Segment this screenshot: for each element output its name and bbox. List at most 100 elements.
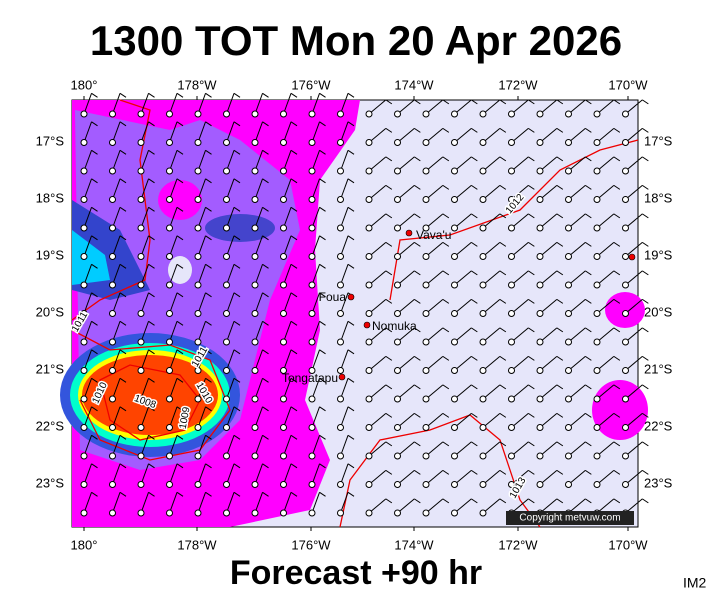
barb-station [109, 310, 116, 317]
barb-feather [642, 184, 649, 190]
barb-staff [283, 150, 292, 172]
barb-station [536, 110, 544, 118]
barb-station [536, 481, 544, 488]
barb-staff [596, 99, 615, 115]
barb-staff [311, 492, 320, 514]
barb-staff [340, 93, 349, 115]
barb-station [451, 424, 458, 431]
barb-staff [311, 178, 320, 200]
barb-station [508, 196, 515, 203]
barb-station [166, 338, 173, 346]
barb-feather [471, 241, 478, 247]
barb-feather [176, 206, 184, 212]
barb-station [508, 139, 515, 146]
barb-station [622, 196, 629, 203]
barb-feather [119, 320, 127, 326]
barb-station [593, 139, 601, 146]
barb-feather [499, 99, 507, 105]
barb-feather [642, 127, 649, 133]
barb-station [565, 395, 572, 403]
barb-feather [556, 355, 564, 361]
barb-station [166, 253, 173, 260]
barb-station [223, 395, 230, 403]
barb-feather [119, 263, 127, 269]
barb-station [166, 424, 173, 431]
barb-station [337, 139, 344, 146]
barb-staff [83, 264, 92, 286]
barb-feather [205, 434, 212, 440]
barb-station [223, 281, 230, 289]
barb-feather [414, 270, 421, 276]
barb-feather [585, 99, 592, 105]
barb-station [565, 167, 572, 175]
barb-station [479, 424, 487, 431]
barb-feather [385, 469, 393, 475]
barb-staff [254, 264, 263, 286]
barb-station [565, 310, 572, 317]
barb-staff [311, 406, 320, 428]
barb-station [137, 167, 145, 175]
barb-feather [148, 349, 155, 355]
barb-station [109, 509, 116, 517]
barb-station [451, 338, 458, 346]
barb-station [223, 481, 230, 488]
barb-station [308, 452, 316, 460]
barb-feather [442, 469, 450, 475]
barb-staff [340, 178, 349, 200]
barb-station [166, 139, 173, 146]
barb-station [337, 110, 344, 118]
barb-staff [568, 156, 586, 172]
barb-staff [482, 498, 501, 514]
barb-feather [556, 127, 564, 133]
barb-staff [482, 127, 501, 143]
barb-station [194, 253, 202, 260]
lon-label: 180° [71, 537, 98, 552]
barb-feather [148, 320, 155, 326]
barb-station [365, 452, 373, 460]
barb-station [109, 395, 116, 403]
barb-feather [347, 463, 355, 469]
barb-staff [340, 463, 349, 485]
barb-feather [262, 292, 269, 298]
barb-staff [625, 498, 643, 514]
barb-staff [197, 178, 206, 200]
barb-feather [442, 355, 450, 361]
barb-staff [511, 469, 529, 485]
barb-station [223, 452, 230, 460]
barb-station [194, 395, 202, 403]
barb-station [80, 139, 88, 146]
barb-feather [233, 320, 241, 326]
barb-staff [511, 441, 529, 457]
barb-station [251, 253, 259, 260]
barb-staff [511, 127, 529, 143]
barb-feather [205, 206, 212, 212]
barb-feather [91, 491, 98, 497]
barb-staff [482, 441, 501, 457]
barb-feather [499, 498, 507, 504]
barb-station [223, 196, 230, 203]
barb-feather [91, 178, 98, 184]
barb-feather [148, 491, 155, 497]
barb-staff [140, 235, 149, 257]
barb-station [251, 281, 259, 289]
barb-feather [262, 263, 269, 269]
barb-staff [283, 235, 292, 257]
barb-staff [283, 292, 292, 314]
barb-station [223, 509, 230, 517]
barb-station [280, 338, 287, 346]
barb-station [337, 167, 344, 175]
barb-staff [539, 127, 558, 143]
barb-staff [539, 327, 558, 343]
barb-staff [169, 178, 178, 200]
barb-feather [442, 441, 450, 447]
barb-staff [169, 463, 178, 485]
barb-feather [148, 149, 155, 155]
barb-staff [539, 184, 558, 200]
barb-station [565, 253, 572, 260]
barb-feather [233, 491, 241, 497]
barb-feather [613, 156, 621, 162]
barb-staff [397, 327, 415, 343]
barb-station [109, 196, 116, 203]
barb-feather [319, 92, 326, 98]
barb-staff [254, 435, 263, 457]
